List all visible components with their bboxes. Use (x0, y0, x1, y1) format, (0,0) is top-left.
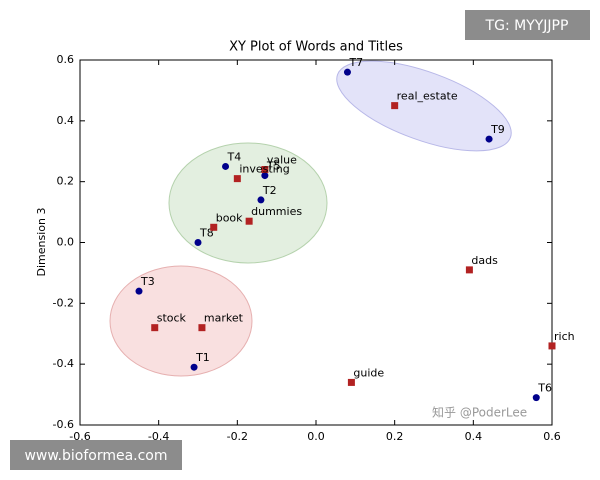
y-axis-label: Dimension 3 (35, 208, 48, 277)
point (257, 196, 265, 204)
point-label: dummies (251, 205, 302, 218)
y-tick-label: 0.0 (57, 236, 75, 249)
y-tick-label: 0.4 (57, 114, 75, 127)
point (222, 162, 230, 170)
point-label: market (204, 312, 244, 325)
y-tick-label: -0.6 (53, 418, 74, 431)
point-label: T6 (537, 382, 552, 395)
point-label: T1 (195, 351, 210, 364)
y-tick-label: 0.2 (57, 175, 75, 188)
point (151, 324, 159, 332)
watermark: TG: MYYJJPP (485, 18, 569, 34)
point-label: T2 (262, 184, 277, 197)
cluster-ellipse (168, 142, 328, 264)
x-tick-label: -0.6 (69, 430, 90, 443)
point (261, 166, 269, 173)
cluster-ellipse (109, 265, 253, 377)
point (532, 394, 540, 402)
point (245, 217, 253, 225)
point (465, 266, 473, 274)
watermark-box (465, 10, 590, 40)
point-label: investing (239, 163, 289, 176)
point (194, 239, 202, 246)
x-tick-label: 0.0 (307, 430, 325, 443)
point (198, 324, 206, 332)
x-tick-label: 0.4 (465, 430, 483, 443)
watermark: 知乎 @PoderLee (432, 406, 527, 420)
y-tick-label: -0.4 (53, 357, 74, 370)
x-tick-label: -0.2 (227, 430, 248, 443)
watermark-box (10, 440, 182, 470)
point (391, 102, 399, 110)
point-label: guide (353, 366, 384, 379)
x-tick-label: -0.4 (148, 430, 169, 443)
point (190, 363, 198, 371)
point-label: real_estate (397, 90, 458, 103)
point (210, 223, 218, 231)
chart-title: XY Plot of Words and Titles (229, 40, 403, 55)
point-label: T4 (227, 150, 242, 163)
point-label: dads (471, 254, 498, 267)
x-tick-label: 0.2 (386, 430, 404, 443)
point-label: T5 (266, 160, 281, 173)
point-label: T3 (140, 275, 155, 288)
y-tick-label: 0.6 (57, 53, 75, 66)
point-label: value (267, 154, 297, 167)
point (548, 342, 556, 350)
watermark: www.bioformea.com (24, 448, 167, 464)
x-tick-label: 0.6 (543, 430, 561, 443)
point (261, 172, 269, 180)
point-label: T8 (199, 227, 214, 240)
point (485, 135, 493, 143)
point (343, 68, 351, 76)
point-label: stock (157, 312, 187, 325)
point-label: T7 (348, 56, 363, 69)
point-label: T9 (490, 123, 505, 136)
cluster-ellipse (336, 60, 512, 152)
point-label: book (216, 211, 243, 224)
point (233, 175, 241, 183)
point (135, 287, 143, 295)
point (347, 378, 355, 386)
y-tick-label: -0.2 (53, 296, 74, 309)
point-label: rich (554, 330, 575, 343)
